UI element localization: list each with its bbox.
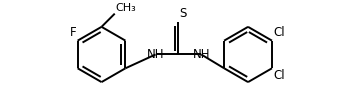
Text: F: F bbox=[70, 26, 76, 39]
Text: Cl: Cl bbox=[273, 26, 285, 39]
Text: Cl: Cl bbox=[273, 69, 285, 83]
Text: NH: NH bbox=[147, 48, 164, 61]
Text: NH: NH bbox=[193, 48, 210, 61]
Text: CH₃: CH₃ bbox=[115, 3, 136, 13]
Text: S: S bbox=[179, 7, 187, 20]
